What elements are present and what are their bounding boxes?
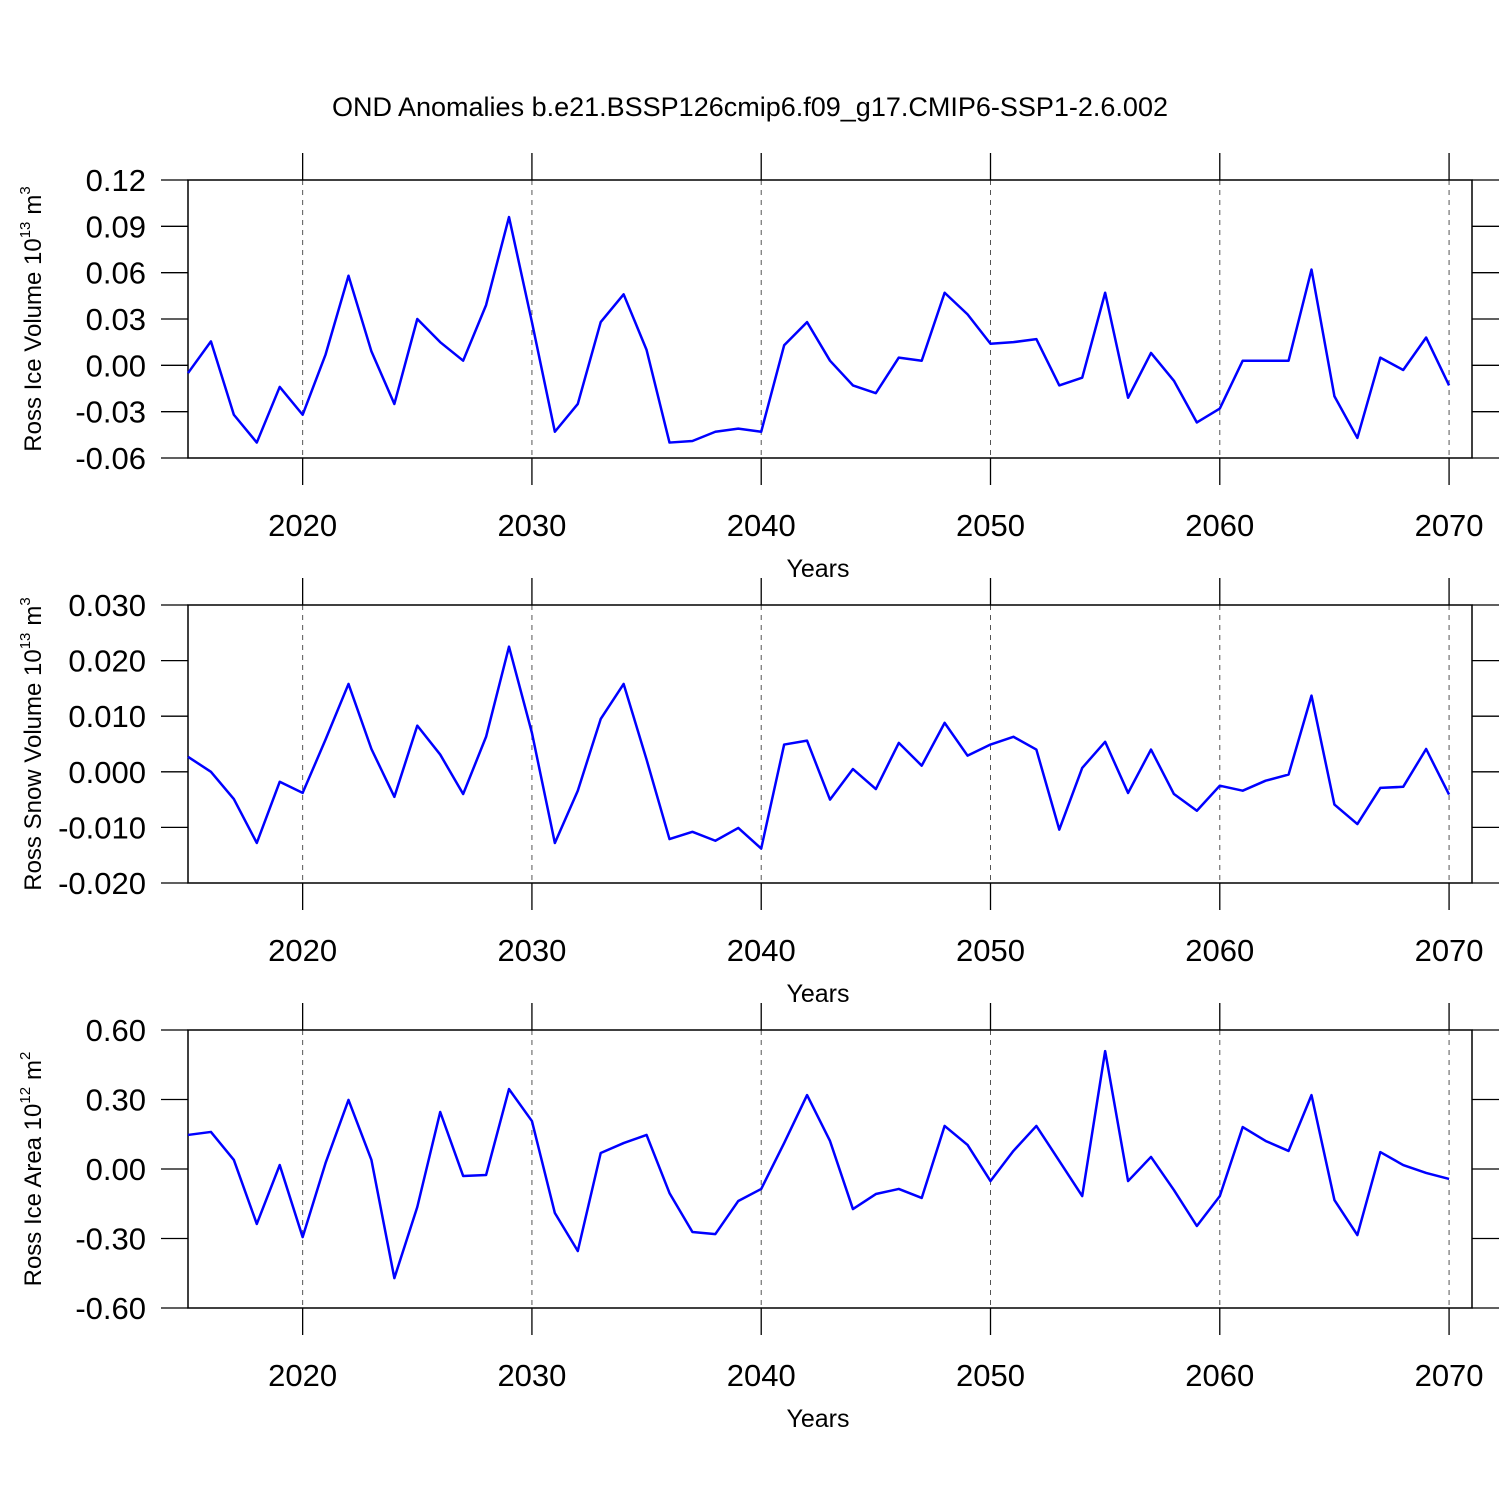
x-axis-label: Years — [786, 1405, 849, 1433]
y-tick-label: 0.00 — [86, 348, 146, 383]
x-tick-label: 2040 — [727, 933, 796, 968]
y-axis-label-unit-exponent: 2 — [17, 1052, 34, 1060]
y-axis-label-exponent: 13 — [17, 633, 34, 650]
y-tick-label: 0.030 — [68, 588, 146, 623]
y-axis-label: Ross Ice Area 1012 m2 — [17, 1052, 47, 1287]
y-tick-label: -0.60 — [75, 1291, 146, 1326]
x-tick-label: 2030 — [497, 933, 566, 968]
x-axis-label: Years — [786, 555, 849, 583]
y-tick-label: -0.03 — [75, 395, 146, 430]
y-tick-label: 0.010 — [68, 699, 146, 734]
y-tick-label: 0.020 — [68, 644, 146, 679]
x-tick-label: 2070 — [1415, 508, 1484, 543]
y-axis-label-text: Ross Ice Area 10 — [20, 1104, 47, 1287]
x-tick-label: 2030 — [497, 1358, 566, 1393]
y-tick-label: -0.020 — [58, 866, 146, 901]
x-tick-label: 2040 — [727, 508, 796, 543]
plot-frame — [187, 1029, 1473, 1309]
y-tick-label: 0.30 — [86, 1083, 146, 1118]
y-axis-label-unit: m — [20, 195, 47, 215]
y-tick-label: 0.12 — [86, 163, 146, 198]
y-axis-label-unit: m — [20, 1060, 47, 1080]
x-tick-label: 2040 — [727, 1358, 796, 1393]
x-tick-label: 2050 — [956, 508, 1025, 543]
plot-frame — [187, 179, 1473, 459]
y-axis-label-unit-exponent: 3 — [17, 597, 34, 605]
data-line — [186, 215, 1451, 444]
y-axis-label-unit: m — [20, 606, 47, 626]
y-axis-label-text: Ross Ice Volume 10 — [20, 238, 47, 451]
x-tick-label: 2050 — [956, 933, 1025, 968]
x-tick-label: 2020 — [268, 508, 337, 543]
y-axis-label: Ross Snow Volume 1013 m3 — [17, 597, 47, 891]
y-tick-label: 0.06 — [86, 256, 146, 291]
x-tick-label: 2060 — [1185, 1358, 1254, 1393]
x-tick-label: 2060 — [1185, 508, 1254, 543]
data-line — [187, 645, 1451, 850]
y-tick-label: -0.30 — [75, 1222, 146, 1257]
x-tick-label: 2050 — [956, 1358, 1025, 1393]
y-tick-label: 0.00 — [86, 1152, 146, 1187]
y-tick-label: 0.03 — [86, 302, 146, 337]
x-tick-label: 2070 — [1415, 933, 1484, 968]
y-axis-label-unit-exponent: 3 — [17, 186, 34, 194]
y-axis-label: Ross Ice Volume 1013 m3 — [17, 186, 47, 451]
x-tick-label: 2060 — [1185, 933, 1254, 968]
x-tick-label: 2030 — [497, 508, 566, 543]
x-tick-label: 2020 — [268, 1358, 337, 1393]
y-tick-label: -0.06 — [75, 441, 146, 476]
y-tick-label: -0.010 — [58, 810, 146, 845]
plot-frame — [187, 604, 1473, 884]
x-axis-label: Years — [786, 980, 849, 1008]
x-tick-label: 2070 — [1415, 1358, 1484, 1393]
y-axis-label-text: Ross Snow Volume 10 — [20, 649, 47, 890]
y-tick-label: 0.09 — [86, 209, 146, 244]
data-line — [187, 1049, 1450, 1280]
y-tick-label: 0.60 — [86, 1013, 146, 1048]
figure-title: OND Anomalies b.e21.BSSP126cmip6.f09_g17… — [332, 92, 1168, 122]
x-tick-label: 2020 — [268, 933, 337, 968]
y-axis-label-exponent: 12 — [17, 1087, 34, 1104]
y-axis-label-exponent: 13 — [17, 222, 34, 239]
y-tick-label: 0.000 — [68, 755, 146, 790]
